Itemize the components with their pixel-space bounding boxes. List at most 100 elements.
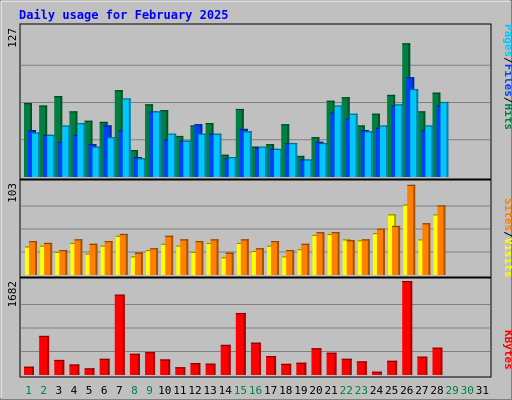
bar-kbytes-day-5 bbox=[84, 368, 95, 375]
bar-pages-day-28 bbox=[440, 101, 449, 177]
bar-shade bbox=[246, 239, 249, 275]
bar-top-edge bbox=[84, 120, 93, 122]
visits-sites-max-label: 103 bbox=[6, 183, 19, 203]
bar-shade bbox=[186, 239, 189, 275]
bar-pages-day-8 bbox=[137, 158, 146, 177]
legend-entry: Visits bbox=[502, 238, 512, 278]
day-label-27: 27 bbox=[415, 384, 428, 397]
bar-shade bbox=[128, 98, 131, 177]
bar-kbytes-day-4 bbox=[69, 364, 80, 375]
bar-top-edge bbox=[134, 252, 143, 254]
bar-top-edge bbox=[304, 159, 313, 161]
bar-shade bbox=[243, 312, 246, 375]
bar-shade bbox=[95, 243, 98, 275]
bar-shade bbox=[201, 241, 204, 275]
bar-shade bbox=[77, 364, 80, 375]
bar-top-edge bbox=[376, 228, 385, 230]
bar-top-edge bbox=[145, 104, 154, 106]
bar-top-edge bbox=[32, 132, 40, 134]
bar-top-edge bbox=[99, 358, 110, 360]
bar-shade bbox=[352, 240, 355, 275]
day-label-7: 7 bbox=[116, 384, 123, 397]
bar-pages-day-22 bbox=[349, 113, 358, 177]
bar-top-edge bbox=[250, 146, 259, 148]
bar-shade bbox=[228, 344, 231, 375]
bar-top-edge bbox=[153, 111, 162, 113]
bar-kbytes-day-20 bbox=[311, 348, 322, 375]
bar-top-edge bbox=[341, 358, 352, 360]
bar-top-edge bbox=[255, 248, 264, 250]
bar-top-edge bbox=[129, 353, 140, 355]
bar-shade bbox=[204, 133, 207, 177]
bar-top-edge bbox=[175, 367, 186, 369]
bar-kbytes-day-24 bbox=[371, 371, 382, 375]
bar-sites-day-15 bbox=[240, 239, 249, 275]
bar-kbytes-day-2 bbox=[39, 335, 50, 375]
day-label-14: 14 bbox=[219, 384, 233, 397]
bar-top-edge bbox=[104, 241, 113, 243]
bar-top-edge bbox=[137, 158, 146, 160]
bar-shade bbox=[60, 96, 63, 177]
bar-top-edge bbox=[89, 243, 98, 245]
bar-top-edge bbox=[69, 364, 80, 366]
bar-kbytes-day-14 bbox=[220, 344, 231, 375]
bar-sites-day-20 bbox=[316, 232, 325, 275]
bar-top-edge bbox=[422, 223, 431, 225]
bar-shade bbox=[446, 101, 449, 177]
bar-shade bbox=[319, 348, 322, 375]
bar-top-edge bbox=[84, 368, 95, 370]
bar-top-edge bbox=[235, 108, 244, 111]
day-label-24: 24 bbox=[370, 384, 384, 397]
bar-top-edge bbox=[432, 92, 441, 94]
bar-sites-day-1 bbox=[29, 241, 37, 275]
bar-shade bbox=[53, 134, 56, 177]
bar-shade bbox=[264, 146, 267, 177]
bar-top-edge bbox=[379, 125, 388, 127]
bar-top-edge bbox=[119, 233, 128, 236]
bar-shade bbox=[274, 355, 277, 375]
bar-top-edge bbox=[165, 235, 174, 237]
bar-top-edge bbox=[356, 361, 367, 363]
bar-kbytes-day-3 bbox=[54, 359, 65, 375]
day-label-20: 20 bbox=[309, 384, 322, 397]
day-label-22: 22 bbox=[340, 384, 353, 397]
bar-top-edge bbox=[239, 128, 248, 131]
day-label-28: 28 bbox=[430, 384, 443, 397]
bar-pages-day-10 bbox=[168, 133, 177, 177]
bar-top-edge bbox=[195, 241, 204, 243]
bar-pages-day-3 bbox=[62, 125, 71, 177]
bar-top-edge bbox=[402, 281, 413, 283]
day-label-17: 17 bbox=[264, 384, 277, 397]
bar-pages-day-7 bbox=[122, 98, 131, 177]
bar-top-edge bbox=[122, 98, 131, 100]
bar-shade bbox=[370, 131, 373, 177]
day-label-19: 19 bbox=[294, 384, 307, 397]
bar-shade bbox=[231, 252, 234, 275]
bar-kbytes-day-12 bbox=[190, 362, 201, 375]
bar-sites-day-26 bbox=[407, 184, 416, 275]
bar-top-edge bbox=[326, 352, 337, 354]
bar-top-edge bbox=[319, 142, 328, 145]
bar-top-edge bbox=[296, 155, 305, 158]
bar-top-edge bbox=[150, 248, 159, 250]
bar-top-edge bbox=[289, 142, 298, 145]
day-label-21: 21 bbox=[325, 384, 338, 397]
hits-files-pages-legend: Pages/Files/Hits bbox=[502, 24, 512, 130]
bar-top-edge bbox=[417, 356, 428, 358]
bar-top-edge bbox=[103, 125, 112, 127]
bar-hits-day-3 bbox=[54, 96, 63, 177]
bar-top-edge bbox=[410, 89, 419, 91]
bar-pages-day-18 bbox=[289, 142, 298, 177]
bar-pages-day-4 bbox=[77, 123, 86, 177]
bar-top-edge bbox=[316, 232, 325, 234]
bar-kbytes-day-16 bbox=[250, 342, 261, 375]
bar-kbytes-day-13 bbox=[205, 363, 216, 375]
bar-shade bbox=[140, 252, 143, 275]
bar-kbytes-day-15 bbox=[235, 312, 246, 375]
bar-top-edge bbox=[326, 100, 335, 102]
bar-top-edge bbox=[160, 359, 171, 361]
bar-sites-day-23 bbox=[361, 239, 370, 275]
bar-top-edge bbox=[54, 359, 65, 362]
bar-top-edge bbox=[334, 105, 343, 107]
bar-top-edge bbox=[160, 110, 169, 112]
